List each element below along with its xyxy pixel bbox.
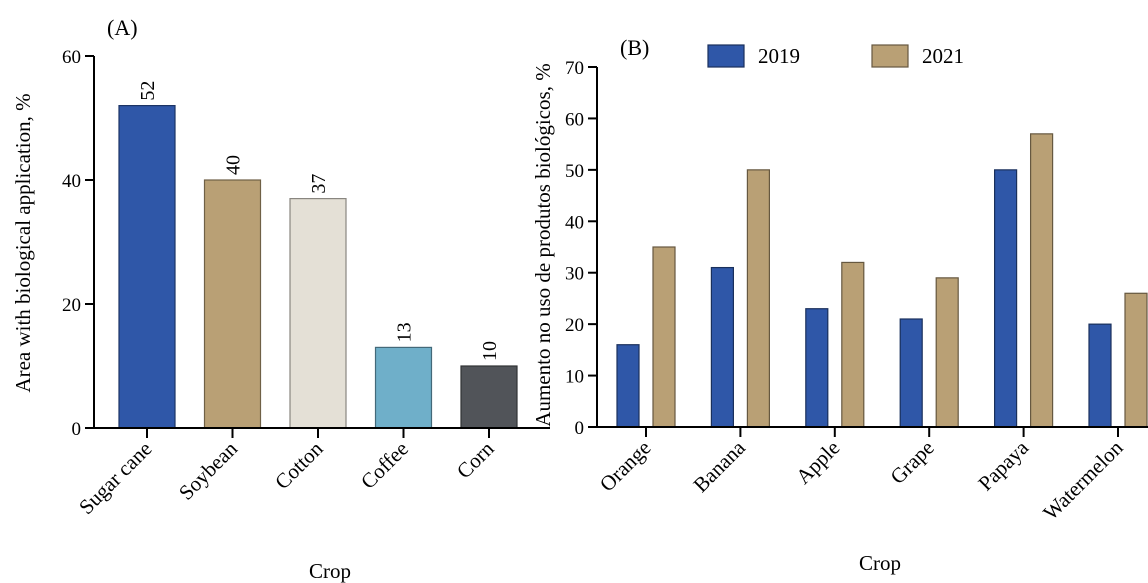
panel-b-y-axis-label: Aumento no uso de produtos biológicos, %: [531, 63, 555, 426]
panel-b-label: (B): [620, 35, 649, 60]
panel-b-bar-2021: [746, 169, 771, 428]
panel-b-bar-2021: [935, 277, 959, 428]
panel-b-x-tick-label: Papaya: [973, 435, 1033, 495]
panel-b-bar-2019: [616, 344, 640, 428]
panel-a-x-axis-label: Crop: [309, 559, 351, 583]
panel-a-bar: [374, 346, 433, 429]
panel-a-data-label: 40: [223, 155, 245, 175]
panel-b-bar-2019: [993, 169, 1018, 428]
panel-b-y-axis-ticks: 0 10 20 30 40 50 60 70: [565, 58, 597, 439]
panel-b-legend: 2019 2021: [707, 44, 964, 68]
panel-a-x-tick-label: Coffee: [356, 437, 413, 494]
panel-a-data-label: 52: [137, 81, 159, 101]
panel-a-x-tick-label: Sugar cane: [74, 437, 157, 520]
panel-a: (A) 0 20 40 60 52 40 37 13 10 Sugar cane Soybean…: [11, 15, 550, 583]
panel-b-x-tick-label: Orange: [595, 436, 656, 497]
panel-b-bar-2021: [652, 246, 676, 428]
panel-a-x-tick-label: Corn: [452, 436, 499, 483]
panel-b-bar-2019: [710, 266, 735, 428]
panel-b-bar-2021: [1124, 292, 1148, 428]
panel-b-y-tick-label: 10: [565, 367, 584, 388]
panel-b-x-tick-label: Banana: [688, 435, 750, 497]
panel-a-y-tick-label: 60: [62, 47, 81, 68]
panel-b-legend-swatch-2021: [871, 44, 909, 68]
panel-b-y-tick-label: 50: [565, 161, 584, 182]
panel-a-data-label: 13: [394, 322, 416, 342]
panel-b-legend-swatch-2019: [707, 44, 745, 68]
panel-b-y-tick-label: 20: [565, 315, 584, 336]
panel-a-y-axis-label: Area with biological application, %: [11, 93, 35, 392]
panel-a-bar: [289, 198, 347, 429]
panel-a-y-axis-ticks: 0 20 40 60: [62, 47, 94, 440]
panel-b-y-tick-label: 70: [565, 58, 584, 79]
panel-a-x-axis-ticks: Sugar cane Soybean Cotton Coffee Corn: [74, 428, 499, 519]
panel-a-data-label: 10: [479, 341, 501, 361]
panel-a-label: (A): [107, 15, 138, 40]
panel-b-bar-2019: [805, 308, 829, 428]
panel-b-y-tick-label: 40: [565, 212, 584, 233]
panel-b-y-tick-label: 0: [575, 418, 585, 439]
panel-a-x-tick-label: Cotton: [270, 436, 328, 494]
panel-b-legend-label-2021: 2021: [922, 44, 964, 68]
panel-a-data-label: 37: [308, 174, 330, 194]
panel-b-x-axis-label: Crop: [859, 551, 901, 575]
panel-b-x-tick-label: Apple: [791, 436, 844, 489]
panel-a-y-tick-label: 20: [62, 295, 81, 316]
panel-a-bar: [203, 179, 262, 429]
panel-b-x-tick-label: Watermelon: [1038, 435, 1128, 525]
panel-a-bar: [118, 104, 176, 429]
panel-b-y-tick-label: 60: [565, 109, 584, 130]
panel-b-bar-2021: [841, 261, 865, 428]
panel-b-bar-2019: [1088, 323, 1112, 428]
panel-a-bars: 52 40 37 13 10: [118, 81, 518, 429]
panel-b-bars: [616, 133, 1148, 428]
panel-a-x-tick-label: Soybean: [174, 436, 242, 504]
panel-b-x-axis-ticks: Orange Banana Apple Grape Papaya Watermelon: [595, 427, 1128, 525]
panel-a-y-tick-label: 0: [72, 419, 82, 440]
panel-b-legend-label-2019: 2019: [758, 44, 800, 68]
panel-a-bar: [460, 365, 518, 429]
panel-a-y-tick-label: 40: [62, 171, 81, 192]
panel-b: (B) 2019 2021 0 10 20 30 40 50 60 70 Orange Banan…: [531, 35, 1148, 575]
panel-b-y-tick-label: 30: [565, 264, 584, 285]
panel-b-bar-2021: [1029, 133, 1054, 428]
panel-b-bar-2019: [899, 318, 923, 428]
panel-b-x-tick-label: Grape: [885, 436, 938, 489]
